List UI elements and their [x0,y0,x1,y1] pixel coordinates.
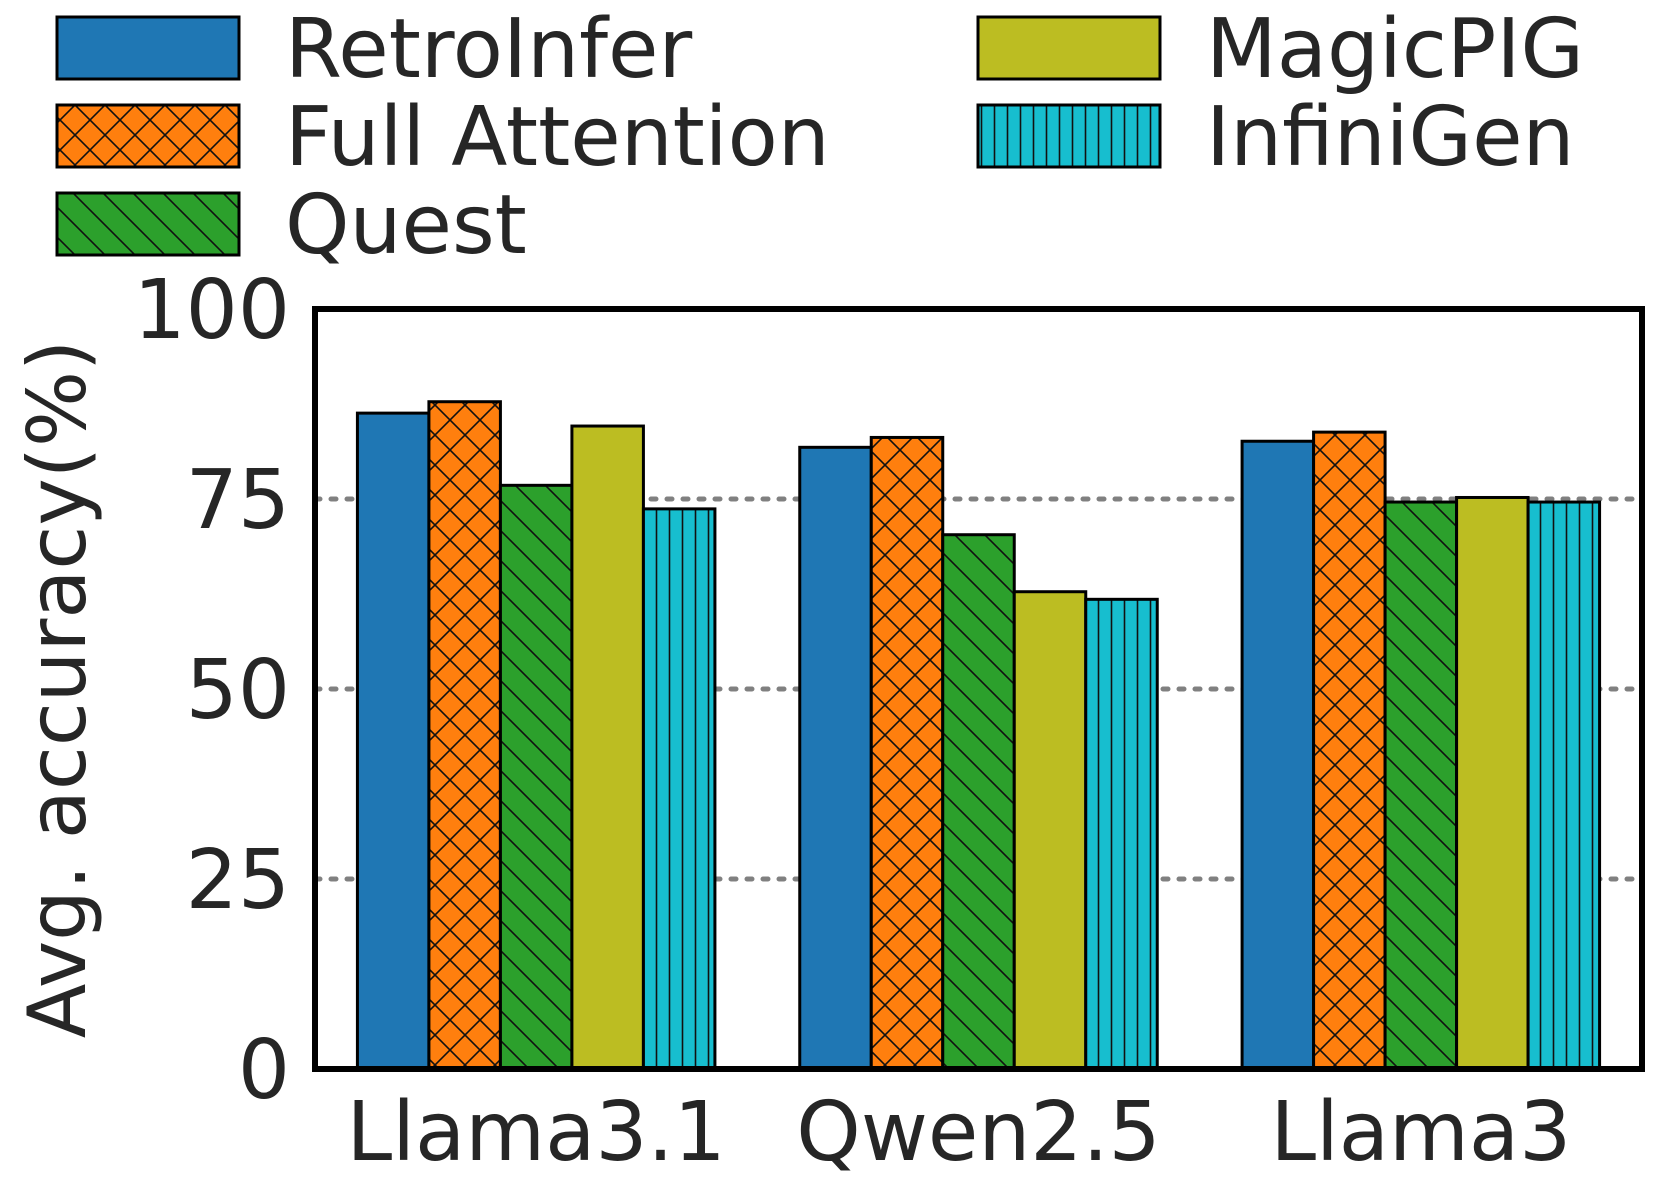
legend-item-retroinfer: RetroInfer [55,2,692,97]
legend-label-infinigen: InfiniGen [1206,90,1575,185]
x-tick-label-qwen2-5: Qwen2.5 [796,1085,1160,1180]
y-tick-label-100: 100 [133,263,290,358]
legend-swatch-outline-full-attention [55,103,241,169]
y-tick-label-25: 25 [186,833,290,928]
bar-group-llama3-1 [355,400,717,1071]
y-tick-label-75: 75 [186,453,290,548]
bar-retroinfer-llama3-1 [357,413,429,1069]
x-tick-label-llama3: Llama3 [1270,1085,1571,1180]
bar-hatch-quest-qwen2-5 [942,534,1015,1069]
bar-group-qwen2-5 [798,435,1159,1071]
y-tick-label-0: 0 [238,1023,290,1118]
bar-retroinfer-llama3 [1242,441,1314,1069]
x-tick-label-llama3-1: Llama3.1 [347,1085,726,1180]
bar-retroinfer-qwen2-5 [799,447,872,1069]
bars [355,400,1602,1071]
legend-swatch-outline-magicpig [976,15,1162,81]
y-axis: 0 25 50 75 100 [133,263,290,1118]
plot-frame [312,306,1645,1072]
bar-magicpig-llama3 [1456,497,1529,1070]
legend-item-quest: Quest [55,178,527,273]
bar-hatch-quest-llama3 [1385,502,1457,1069]
bar-group-llama3 [1240,430,1602,1071]
y-axis-title: Avg. accuracy(%) [11,340,104,1038]
legend-item-infinigen: InfiniGen [976,90,1575,185]
bar-hatch-full-attention-llama3 [1313,432,1386,1069]
bar-hatch-infinigen-llama3-1 [643,508,715,1069]
legend-swatch-retroinfer [57,17,239,79]
bar-magicpig-llama3-1 [571,426,644,1069]
x-axis: Llama3.1 Qwen2.5 Llama3 [347,1085,1572,1180]
legend-swatch-outline-retroinfer [55,15,241,81]
y-tick-label-50: 50 [186,643,290,738]
bar-hatch-infinigen-qwen2-5 [1085,599,1158,1069]
legend-label-magicpig: MagicPIG [1206,2,1584,97]
legend-swatch-hatch-infinigen [978,105,1160,167]
legend-swatch-hatch-full-attention [57,105,239,167]
legend-swatch-outline-infinigen [976,103,1162,169]
bar-hatch-quest-llama3-1 [500,485,572,1069]
legend-item-magicpig: MagicPIG [976,2,1584,97]
legend-swatch-hatch-quest [57,193,239,255]
bar-hatch-full-attention-llama3-1 [428,401,501,1070]
bar-hatch-full-attention-qwen2-5 [871,437,943,1069]
legend-item-full-attention: Full Attention [55,90,830,185]
bar-hatch-infinigen-llama3 [1528,502,1600,1069]
legend-label-full-attention: Full Attention [285,90,830,185]
legend-label-quest: Quest [285,178,527,273]
legend-swatch-magicpig [978,17,1160,79]
legend-label-retroinfer: RetroInfer [285,2,692,97]
legend-swatch-outline-quest [55,191,241,257]
bar-magicpig-qwen2-5 [1014,591,1086,1069]
